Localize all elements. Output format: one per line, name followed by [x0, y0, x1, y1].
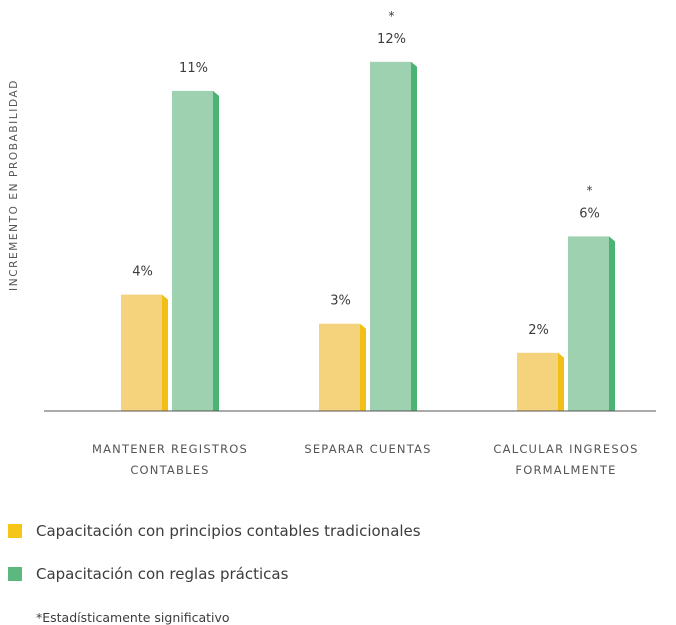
legend-swatch-traditional	[8, 524, 22, 538]
legend-item-practical: Capacitación con reglas prácticas	[8, 563, 421, 585]
data-label-cat0-s0: 4%	[132, 265, 153, 280]
significance-marker-cat2-s1: *	[587, 183, 593, 197]
data-label-cat1-s0: 3%	[330, 294, 351, 309]
x-tick-label-1-0: SEPARAR CUENTAS	[304, 442, 431, 456]
legend-item-traditional: Capacitación con principios contables tr…	[8, 520, 421, 542]
x-tick-label-0-1: CONTABLES	[130, 463, 209, 477]
y-axis-label: INCREMENTO EN PROBABILIDAD	[8, 79, 20, 291]
bar-cat0-s1	[172, 90, 213, 412]
data-label-cat2-s0: 2%	[528, 323, 549, 338]
footnote: *Estadísticamente significativo	[36, 610, 230, 625]
legend: Capacitación con principios contables tr…	[8, 520, 421, 606]
bar-side-cat0-s0	[162, 294, 168, 411]
bar-cat2-s1	[568, 236, 609, 411]
bar-cat1-s0	[319, 323, 360, 411]
data-label-cat2-s1: 6%	[579, 206, 600, 221]
legend-label-traditional: Capacitación con principios contables tr…	[36, 522, 421, 540]
x-tick-label-2-1: FORMALMENTE	[515, 463, 616, 477]
bar-cat1-s1	[370, 61, 411, 412]
bar-side-cat1-s1	[411, 61, 417, 412]
data-label-cat1-s1: 12%	[377, 32, 406, 47]
legend-label-practical: Capacitación con reglas prácticas	[36, 565, 289, 583]
bar-side-cat2-s1	[609, 236, 615, 411]
x-tick-label-2-0: CALCULAR INGRESOS	[493, 442, 638, 456]
bar-cat2-s0	[517, 352, 558, 411]
bar-side-cat2-s0	[558, 352, 564, 411]
bar-side-cat0-s1	[213, 90, 219, 412]
bar-chart: INCREMENTO EN PROBABILIDAD 4% 11% MANTENER …	[8, 9, 656, 477]
data-label-cat0-s1: 11%	[179, 61, 208, 76]
bar-side-cat1-s0	[360, 323, 366, 411]
legend-swatch-practical	[8, 567, 22, 581]
bar-cat0-s0	[121, 294, 162, 411]
x-tick-label-0-0: MANTENER REGISTROS	[92, 442, 248, 456]
significance-marker-cat1-s1: *	[389, 9, 395, 23]
